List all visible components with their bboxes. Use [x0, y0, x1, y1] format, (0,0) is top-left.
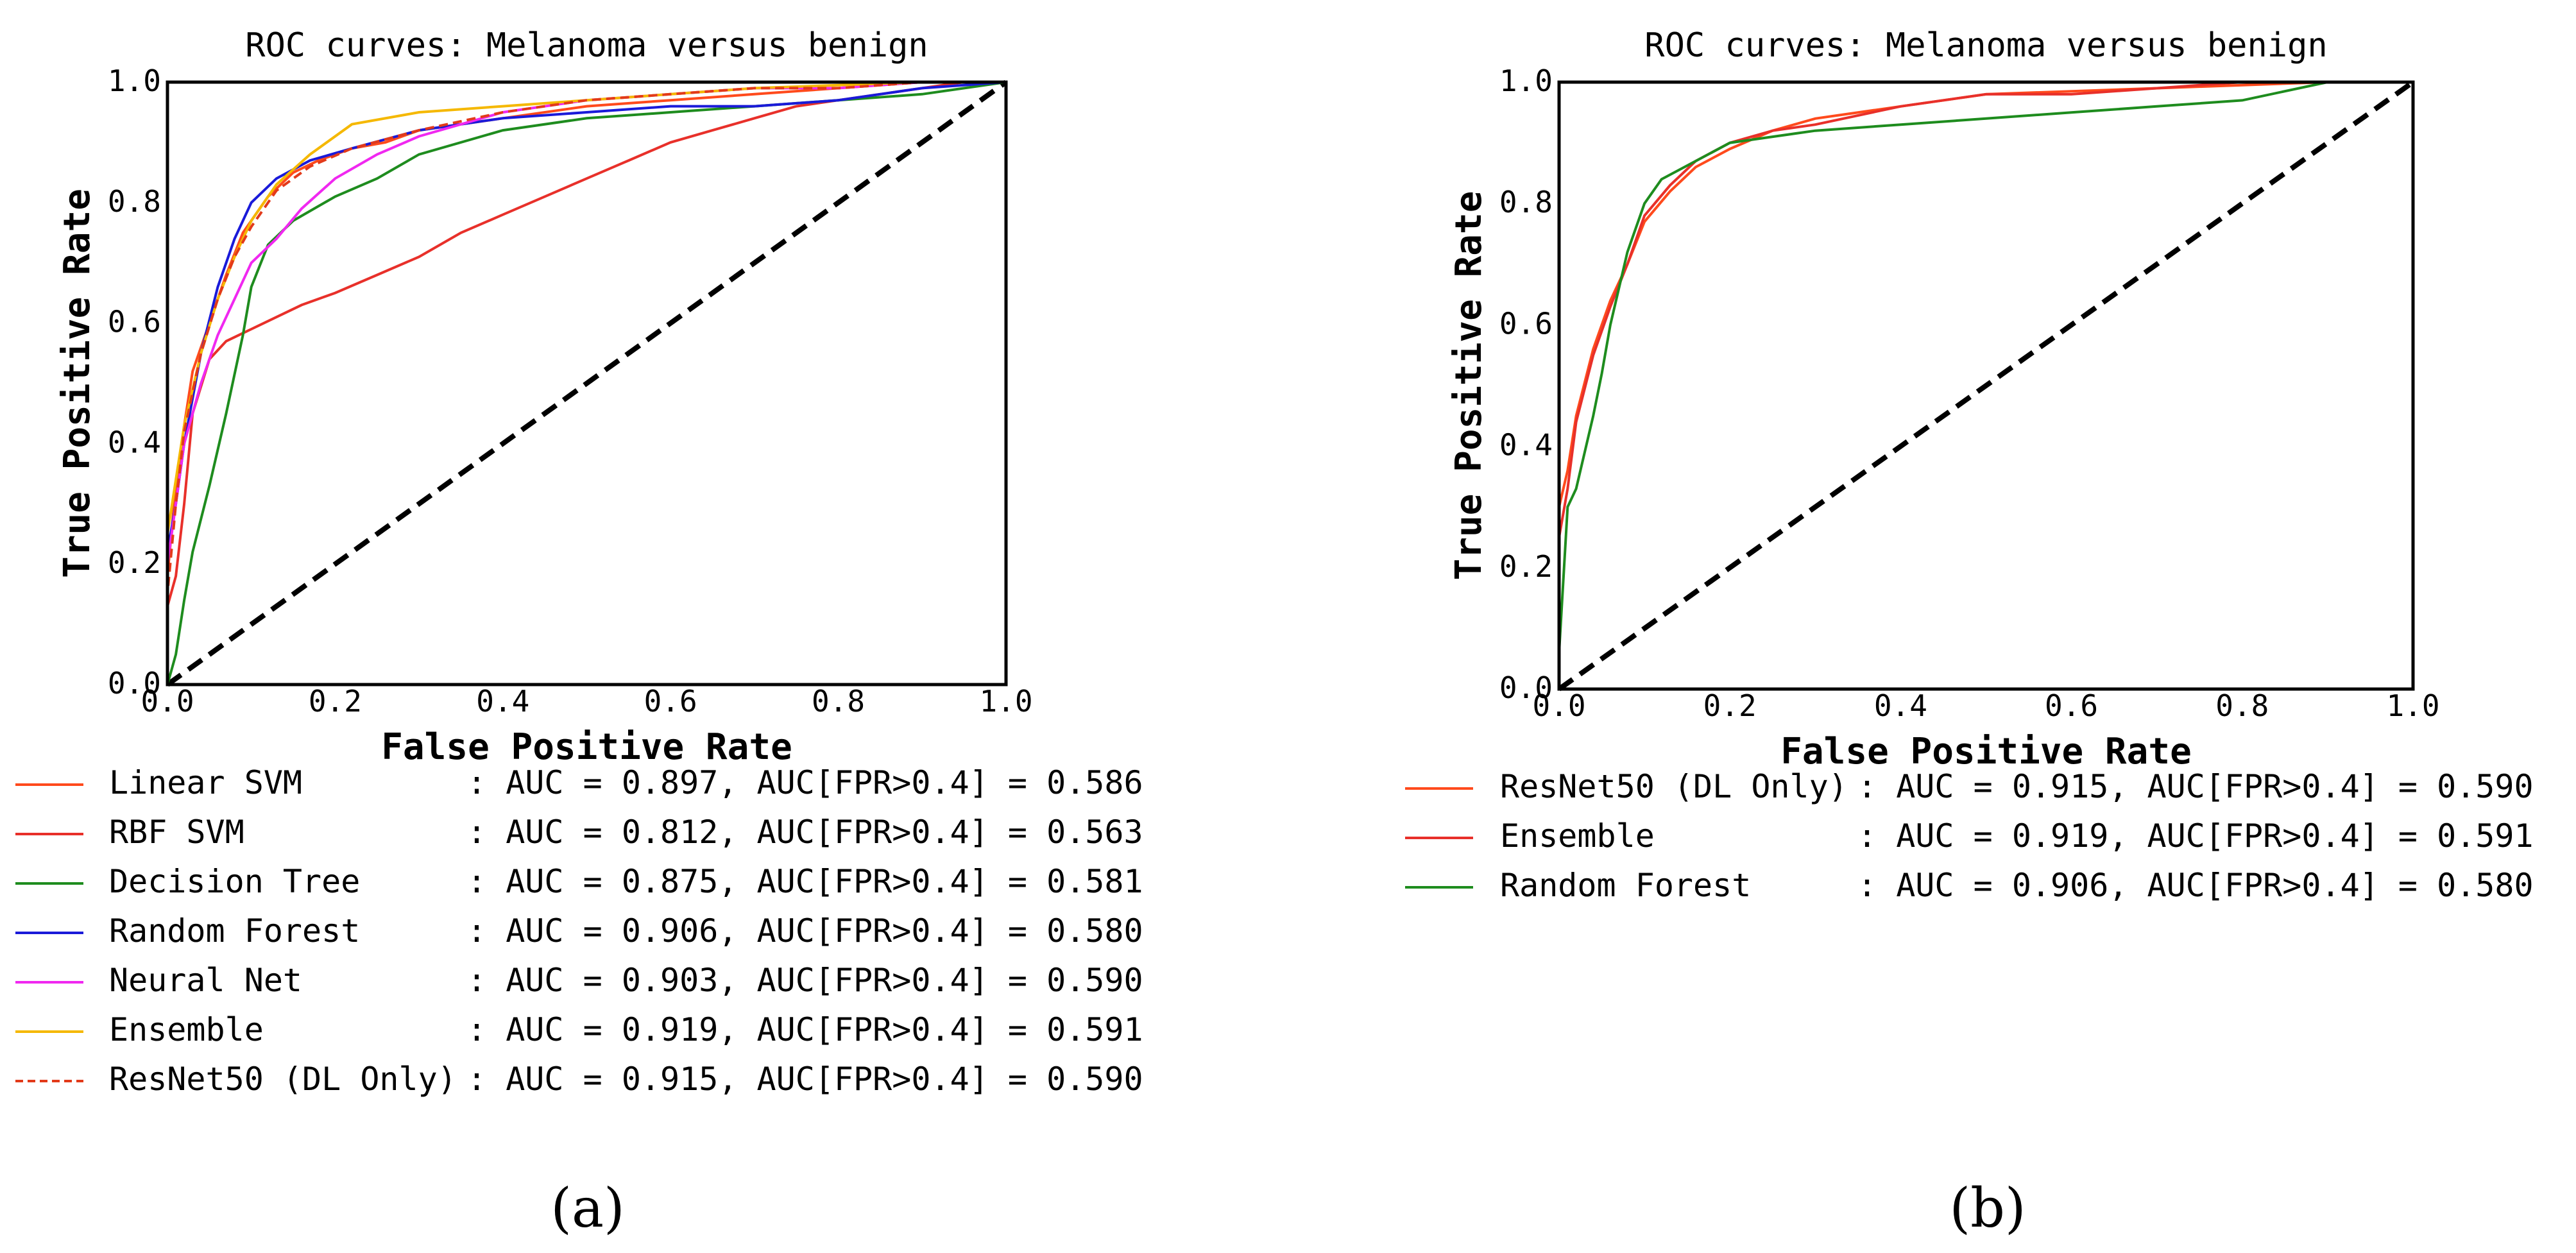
y-tick-label: 1.0 [1499, 64, 1553, 98]
x-tick-label: 0.0 [141, 684, 194, 719]
legend-item: ResNet50 (DL Only) : AUC = 0.915, AUC[FPR… [15, 1061, 1143, 1098]
y-tick-label: 0.0 [108, 666, 161, 701]
legend-item: Ensemble : AUC = 0.919, AUC[FPR>0.4] = 0.… [1405, 817, 2534, 855]
legend-label: RBF SVM [109, 814, 244, 851]
legend-item: Ensemble : AUC = 0.919, AUC[FPR>0.4] = 0.… [15, 1011, 1143, 1048]
x-tick-label: 0.8 [2215, 688, 2269, 723]
panel-caption: (b) [1949, 1177, 2026, 1240]
legend-auc-text: : AUC = 0.903, AUC[FPR>0.4] = 0.590 [467, 962, 1143, 999]
legend-auc-text: : AUC = 0.915, AUC[FPR>0.4] = 0.590 [467, 1061, 1143, 1098]
legend-item: ResNet50 (DL Only): AUC = 0.915, AUC[FPR… [1405, 768, 2534, 805]
legend-item: RBF SVM : AUC = 0.812, AUC[FPR>0.4] = 0.5… [15, 814, 1143, 851]
legend-auc-text: : AUC = 0.812, AUC[FPR>0.4] = 0.563 [467, 814, 1143, 851]
legend-label: Random Forest [109, 912, 360, 950]
x-tick-label: 0.2 [1703, 688, 1757, 723]
chance-line [1557, 80, 2415, 692]
chart-title: ROC curves: Melanoma versus benign [245, 26, 928, 65]
legend-auc-text: : AUC = 0.919, AUC[FPR>0.4] = 0.591 [467, 1011, 1143, 1048]
y-tick-label: 0.2 [108, 545, 161, 580]
y-tick-label: 0.8 [108, 184, 161, 219]
panel-caption: (a) [550, 1177, 625, 1240]
legend-auc-text: : AUC = 0.897, AUC[FPR>0.4] = 0.586 [467, 764, 1143, 801]
legend-item: Random Forest : AUC = 0.906, AUC[FPR>0.4]… [1405, 867, 2534, 904]
legend-item: Decision Tree : AUC = 0.875, AUC[FPR>0.4]… [15, 863, 1143, 900]
plot-frame [166, 80, 1008, 686]
y-tick-label: 1.0 [108, 64, 161, 98]
y-axis-label: True Positive Rate [56, 189, 98, 578]
legend-label: Decision Tree [109, 863, 360, 900]
x-tick-label: 1.0 [2386, 688, 2439, 723]
y-tick-label: 0.4 [108, 425, 161, 459]
x-tick-label: 0.6 [644, 684, 697, 719]
x-tick-label: 0.4 [476, 684, 529, 719]
legend-label: ResNet50 (DL Only) [1500, 768, 1848, 805]
y-axis-label: True Positive Rate [1448, 191, 1490, 581]
chart-1: ROC curves: Melanoma versus benign 0.0 0.2… [1405, 26, 2534, 1240]
legend-label: Random Forest [1500, 867, 1751, 904]
chance-line [166, 80, 1008, 687]
legend-label: Linear SVM [109, 764, 302, 801]
legend-auc-text: : AUC = 0.915, AUC[FPR>0.4] = 0.590 [1857, 768, 2534, 805]
legend-item: Neural Net : AUC = 0.903, AUC[FPR>0.4] = … [15, 962, 1143, 999]
series-line-resnet50-dl-only [166, 81, 1006, 685]
x-tick-label: 0.8 [812, 684, 865, 719]
plot-frame [1557, 80, 2415, 691]
legend: ResNet50 (DL Only): AUC = 0.915, AUC[FPR… [1405, 768, 2534, 904]
y-tick-label: 0.6 [1499, 306, 1553, 341]
legend-label: Ensemble [1500, 817, 1655, 855]
chart-0: ROC curves: Melanoma versus benign 0.0 0.2… [15, 26, 1143, 1240]
x-tick-label: 0.0 [1532, 688, 1585, 723]
legend-item: Linear SVM : AUC = 0.897, AUC[FPR>0.4] = … [15, 764, 1143, 801]
x-tick-label: 0.6 [2045, 688, 2098, 723]
legend-auc-text: : AUC = 0.875, AUC[FPR>0.4] = 0.581 [467, 863, 1143, 900]
legend: Linear SVM : AUC = 0.897, AUC[FPR>0.4] = … [15, 764, 1143, 1098]
y-tick-label: 0.6 [108, 305, 161, 339]
chart-title: ROC curves: Melanoma versus benign [1644, 26, 2327, 65]
legend-label: ResNet50 (DL Only) [109, 1061, 457, 1098]
x-tick-label: 0.2 [309, 684, 362, 719]
y-tick-label: 0.2 [1499, 549, 1553, 584]
x-tick-label: 1.0 [979, 684, 1032, 719]
y-tick-label: 0.0 [1499, 670, 1553, 705]
legend-item: Random Forest : AUC = 0.906, AUC[FPR>0.4]… [15, 912, 1143, 950]
x-tick-label: 0.4 [1874, 688, 1927, 723]
y-tick-label: 0.8 [1499, 185, 1553, 219]
y-tick-label: 0.4 [1499, 428, 1553, 463]
x-axis-label: False Positive Rate [1780, 731, 2192, 772]
series-line-random-forest [1558, 81, 2413, 689]
x-axis-label: False Positive Rate [381, 726, 792, 768]
legend-label: Neural Net [109, 962, 302, 999]
legend-auc-text: : AUC = 0.906, AUC[FPR>0.4] = 0.580 [467, 912, 1143, 950]
legend-auc-text: : AUC = 0.906, AUC[FPR>0.4] = 0.580 [1857, 867, 2534, 904]
legend-auc-text: : AUC = 0.919, AUC[FPR>0.4] = 0.591 [1857, 817, 2534, 855]
legend-label: Ensemble [109, 1011, 264, 1048]
